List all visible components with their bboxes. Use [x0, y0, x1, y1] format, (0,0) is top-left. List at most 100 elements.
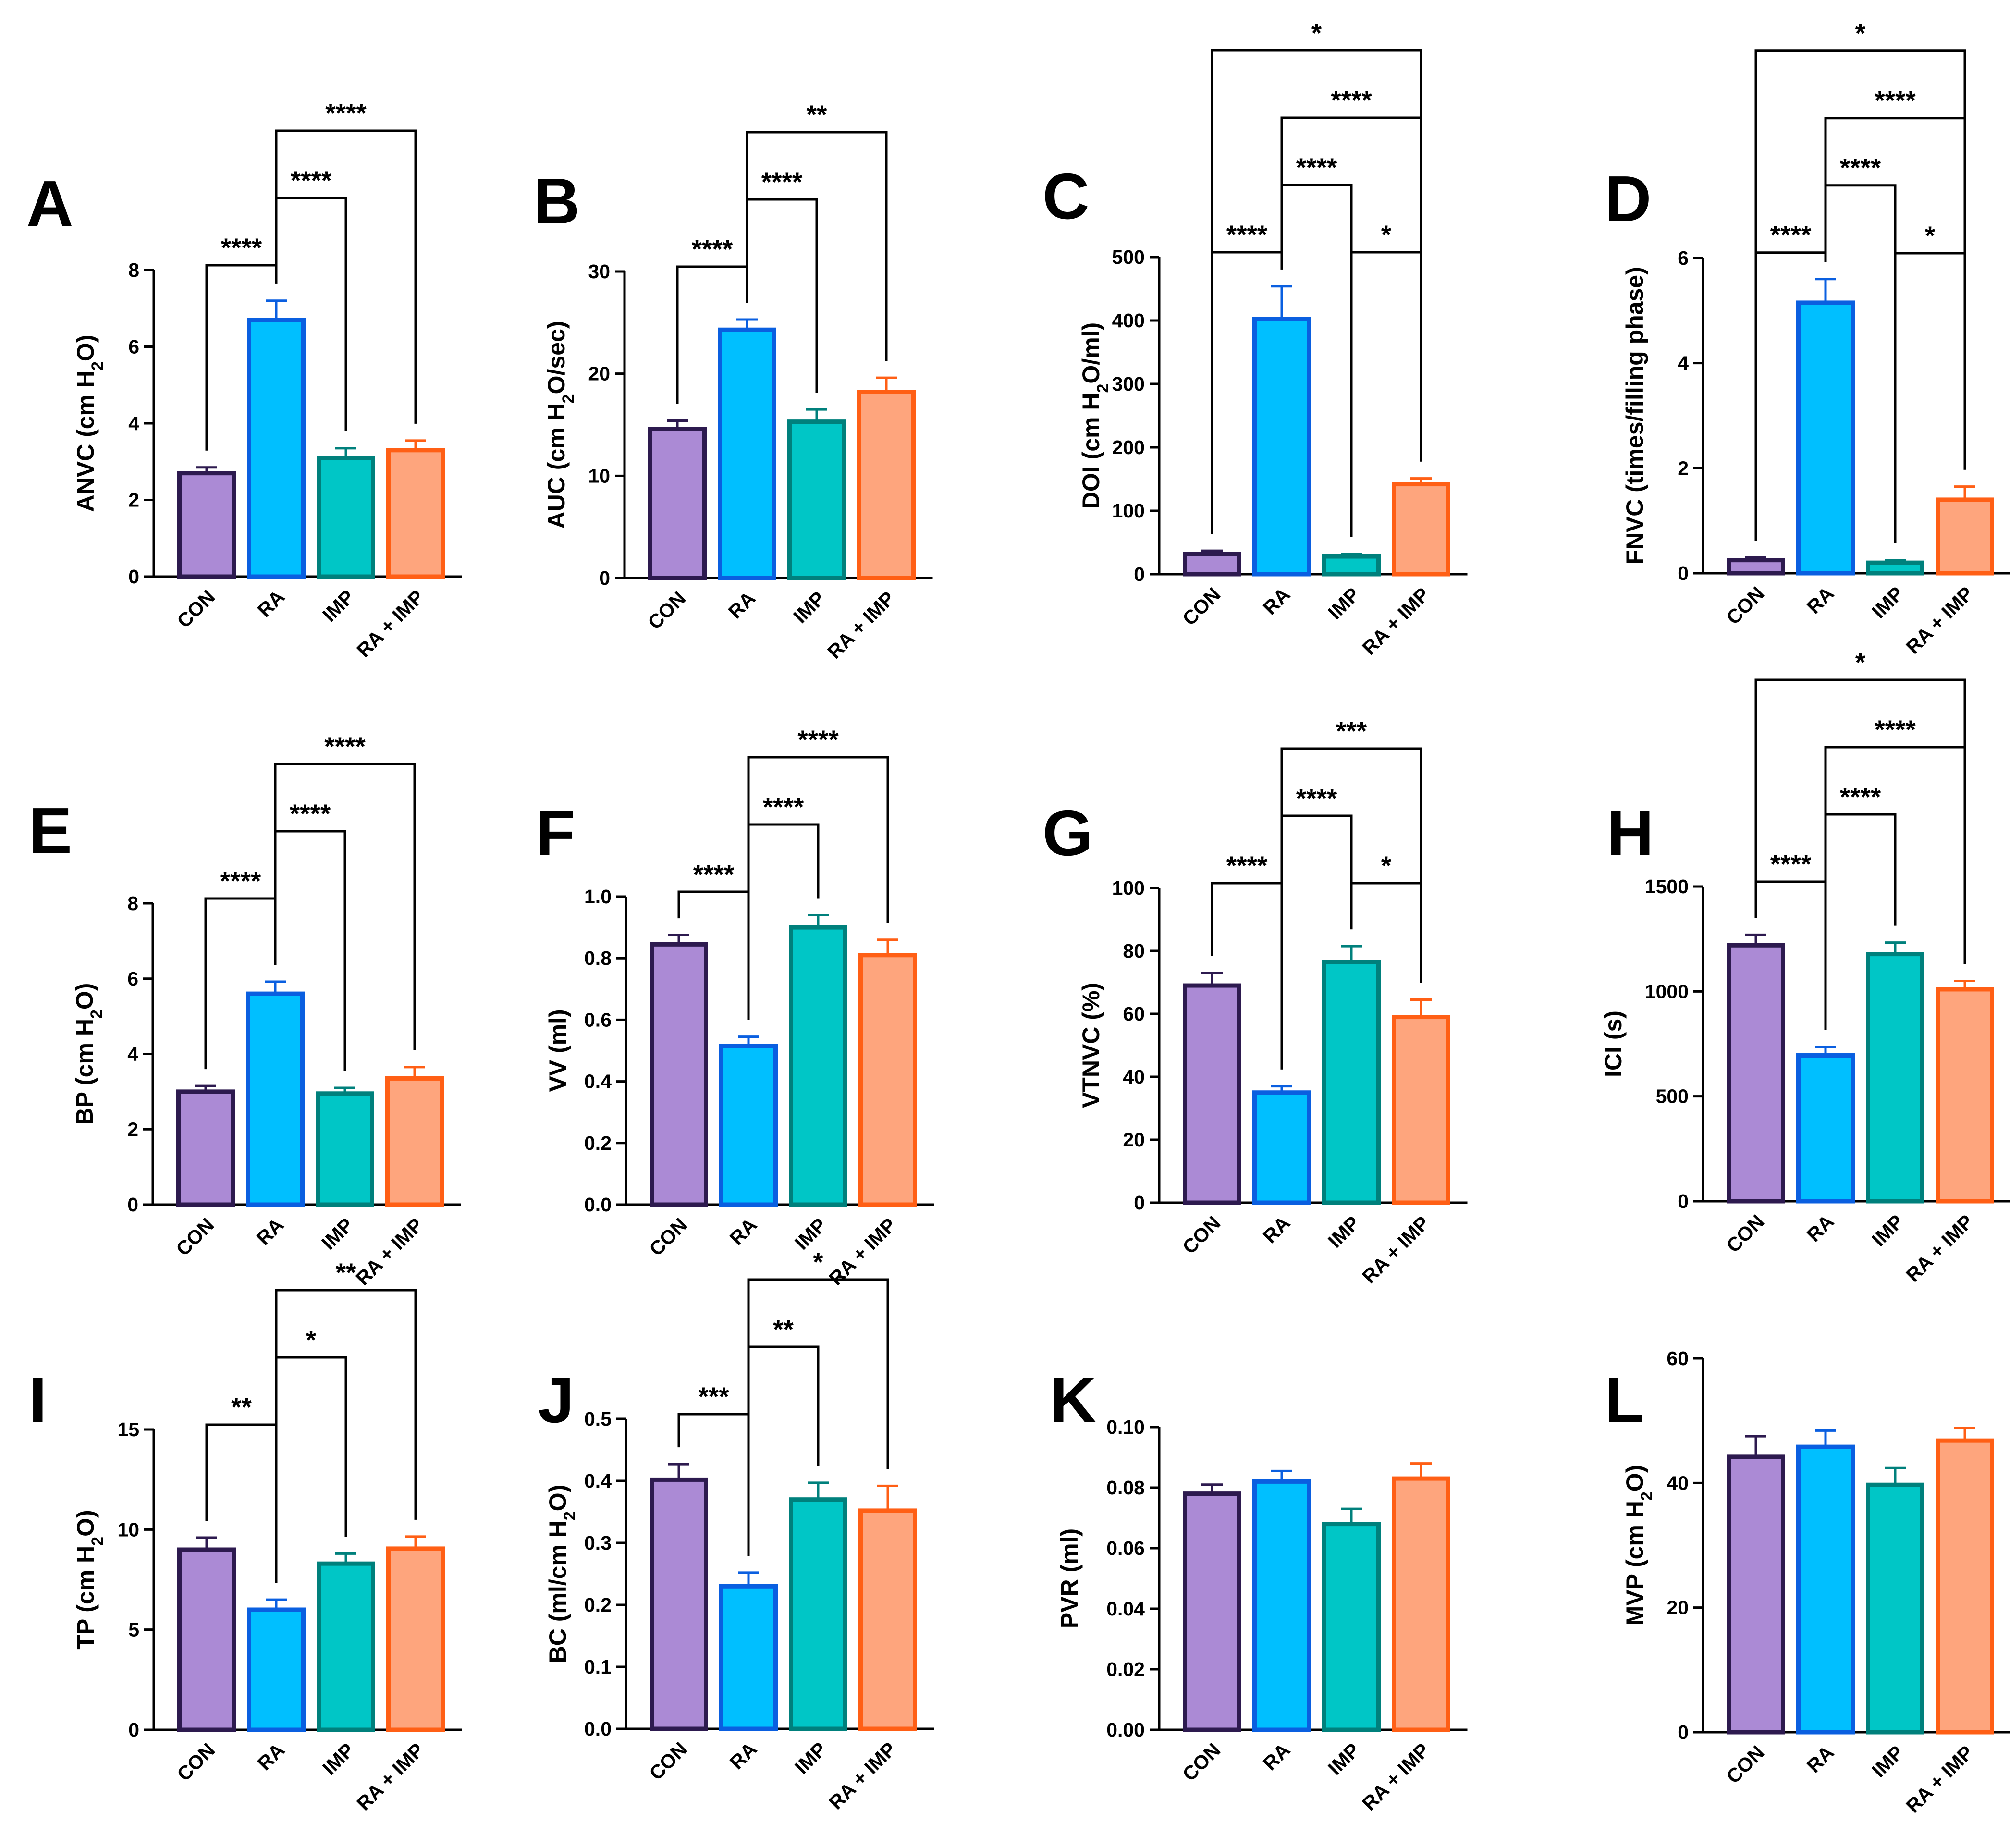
significance-label: **** [1770, 849, 1812, 879]
significance-label: **** [1840, 782, 1881, 812]
category-label: IMP [317, 1214, 357, 1254]
bar-ra-imp [1392, 1015, 1450, 1205]
y-tick-label: 40 [1123, 1066, 1145, 1088]
y-tick-label: 30 [588, 260, 610, 283]
significance-label: ** [336, 1257, 356, 1287]
significance-bracket [275, 1356, 347, 1583]
category-label: IMP [318, 1739, 358, 1779]
significance-label: **** [220, 866, 261, 896]
y-tick-label: 60 [1667, 1347, 1689, 1369]
y-axis-label: PVR (ml) [1056, 1528, 1083, 1628]
ylabel-subscript: 2 [561, 1511, 579, 1520]
y-tick-label: 0 [1678, 562, 1689, 584]
panel-letter: D [1605, 162, 1652, 235]
bar-con [1183, 1491, 1241, 1732]
bar-con [1183, 552, 1241, 577]
bar-ra [247, 318, 306, 579]
significance-label: **** [692, 234, 733, 264]
significance-label: **** [1296, 152, 1337, 182]
y-axis-label: FNVC (times/filling phase) [1621, 267, 1648, 565]
y-tick-label: 0.4 [584, 1470, 612, 1492]
bar-ra-imp [1936, 1438, 1994, 1735]
bar-con [1727, 1454, 1785, 1735]
ylabel-part: VTNVC (%) [1078, 983, 1104, 1108]
y-tick-label: 300 [1112, 373, 1145, 395]
panel-letter: C [1042, 160, 1090, 233]
y-tick-label: 500 [1112, 246, 1145, 268]
y-tick-label: 0.0 [584, 1718, 612, 1740]
y-tick-label: 15 [117, 1418, 139, 1441]
ylabel-part: PVR (ml) [1056, 1528, 1083, 1628]
significance-label: * [1855, 647, 1866, 677]
significance-label: *** [698, 1381, 729, 1411]
ylabel-part: BP (cm H [71, 1019, 98, 1125]
y-tick-label: 2 [1678, 457, 1689, 479]
panel-letter: A [26, 167, 74, 240]
category-label: IMP [1324, 1212, 1364, 1252]
ylabel-part: ICI (s) [1600, 1010, 1627, 1077]
bar-ra-imp [386, 448, 445, 579]
y-tick-label: 4 [128, 412, 139, 434]
y-tick-label: 0 [1678, 1721, 1689, 1743]
category-label: RA [725, 1738, 761, 1774]
y-tick-label: 400 [1112, 309, 1145, 332]
y-tick-label: 0.02 [1106, 1658, 1145, 1680]
y-tick-label: 0.2 [584, 1594, 612, 1616]
category-label: CON [645, 1214, 691, 1260]
category-label: RA + IMP [823, 587, 899, 663]
bar-imp [1866, 1482, 1924, 1735]
y-tick-label: 0 [128, 1719, 139, 1741]
y-axis-label: VV (ml) [544, 1009, 571, 1092]
y-tick-label: 4 [1678, 352, 1689, 374]
y-tick-label: 0.3 [584, 1532, 612, 1554]
y-tick-label: 0.1 [584, 1656, 612, 1678]
y-tick-label: 0.5 [584, 1408, 612, 1430]
significance-label: * [1381, 220, 1392, 249]
y-tick-label: 2 [128, 489, 139, 511]
bar-imp [789, 1497, 847, 1731]
y-axis-label: VTNVC (%) [1078, 983, 1104, 1108]
significance-label: **** [1770, 220, 1812, 250]
category-label: IMP [790, 1738, 831, 1778]
category-label: RA [1259, 1212, 1294, 1247]
significance-label: ** [231, 1392, 252, 1422]
bar-ra [246, 991, 305, 1207]
category-label: IMP [790, 1214, 831, 1254]
bar-ra [719, 1044, 778, 1207]
significance-label: **** [1875, 715, 1916, 744]
significance-label: *** [1336, 716, 1367, 746]
y-tick-label: 0.00 [1106, 1719, 1145, 1741]
significance-label: **** [1840, 153, 1881, 183]
y-tick-label: 500 [1656, 1085, 1689, 1108]
y-tick-label: 20 [1667, 1597, 1689, 1619]
significance-label: **** [797, 725, 839, 754]
significance-bracket [1754, 49, 1966, 541]
category-label: RA [253, 1739, 289, 1774]
bar-ra [1252, 1090, 1311, 1205]
significance-label: **** [1331, 85, 1372, 115]
y-tick-label: 200 [1112, 436, 1145, 458]
category-label: RA + IMP [1358, 583, 1434, 659]
category-label: CON [172, 586, 219, 632]
category-label: CON [645, 1738, 691, 1785]
ylabel-subscript: 2 [88, 361, 107, 370]
ylabel-part: TP (cm H [72, 1546, 99, 1650]
bar-con [177, 471, 236, 579]
panel-letter: L [1605, 1364, 1644, 1436]
y-axis-label: ICI (s) [1600, 1010, 1627, 1077]
ylabel-subscript: 2 [559, 394, 577, 403]
bar-con [176, 1089, 235, 1207]
significance-label: * [1381, 850, 1392, 880]
category-label: RA + IMP [1901, 1210, 1977, 1286]
ylabel-part: FNVC (times/filling phase) [1621, 267, 1648, 565]
y-axis-label: BC (ml/cm H2O) [544, 1485, 579, 1663]
bar-con [650, 1477, 708, 1731]
category-label: RA + IMP [824, 1214, 900, 1290]
ylabel-part: O) [71, 983, 98, 1010]
significance-bracket [746, 131, 888, 361]
significance-bracket [747, 756, 889, 1020]
y-tick-label: 8 [127, 892, 138, 914]
